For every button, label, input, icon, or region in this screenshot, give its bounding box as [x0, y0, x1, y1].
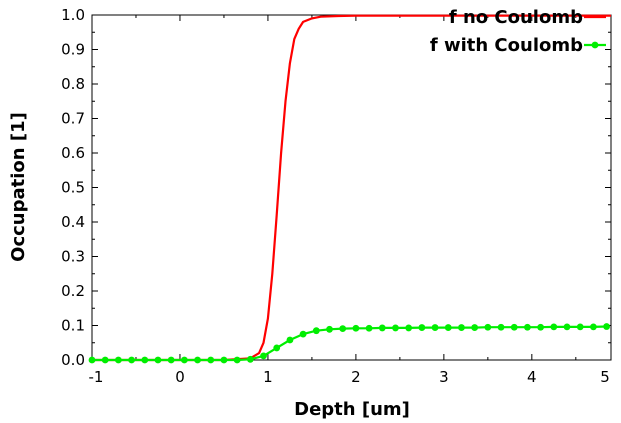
- data-point-with-coulomb: [88, 356, 96, 364]
- x-tick-label: 1: [263, 368, 273, 386]
- data-point-with-coulomb: [590, 323, 597, 331]
- data-point-with-coulomb: [524, 323, 531, 331]
- data-point-with-coulomb: [339, 325, 347, 333]
- data-point-with-coulomb: [141, 356, 149, 364]
- data-point-with-coulomb: [510, 323, 518, 331]
- legend-swatch-marker: [591, 41, 599, 49]
- y-tick-label: 0.5: [61, 179, 85, 197]
- data-point-with-coulomb: [154, 356, 162, 364]
- data-point-with-coulomb: [167, 356, 175, 364]
- y-tick-label: 0.3: [61, 248, 85, 266]
- data-point-with-coulomb: [352, 324, 360, 332]
- data-point-with-coulomb: [180, 356, 188, 364]
- y-tick-label: 0.9: [61, 41, 85, 59]
- data-point-with-coulomb: [444, 324, 452, 331]
- data-point-with-coulomb: [550, 323, 558, 331]
- x-tick-label: 2: [351, 368, 361, 386]
- data-point-with-coulomb: [405, 324, 413, 332]
- axis-ticks: [91, 14, 611, 361]
- x-axis-label: Depth [um]: [294, 399, 410, 420]
- data-point-with-coulomb: [194, 356, 201, 364]
- data-point-with-coulomb: [114, 356, 122, 364]
- data-point-with-coulomb: [286, 336, 294, 344]
- data-point-with-coulomb: [603, 323, 611, 330]
- data-point-with-coulomb: [312, 327, 320, 335]
- y-tick-label: 0.7: [61, 110, 85, 128]
- data-point-with-coulomb: [497, 323, 505, 331]
- x-tick-label: 3: [439, 368, 449, 386]
- data-point-with-coulomb: [484, 323, 492, 331]
- y-axis-label: Occupation [1]: [8, 112, 29, 262]
- y-tick-label: 0.0: [61, 351, 85, 369]
- data-point-with-coulomb: [273, 344, 281, 352]
- data-point-with-coulomb: [378, 324, 386, 332]
- x-tick-label: 0: [175, 368, 185, 386]
- data-point-with-coulomb: [101, 356, 109, 364]
- tick-labels: -1 0 1 2 3 4 5 0.0 0.1 0.2 0.3 0.4 0.5 0.6 0.7 0.8 0.9 1.…: [61, 6, 610, 386]
- series-layer: [88, 14, 611, 364]
- y-tick-label: 0.1: [61, 317, 85, 335]
- x-tick-label: -1: [89, 368, 104, 386]
- data-point-with-coulomb: [207, 356, 215, 364]
- data-point-with-coulomb: [299, 330, 307, 338]
- data-point-with-coulomb: [471, 324, 479, 331]
- legend: f no Coulomb f with Coulomb: [430, 7, 606, 56]
- legend-label: f with Coulomb: [430, 35, 583, 56]
- x-tick-label: 4: [527, 368, 537, 386]
- data-point-with-coulomb: [392, 324, 399, 332]
- data-point-with-coulomb: [220, 356, 228, 364]
- data-point-with-coulomb: [365, 324, 373, 332]
- data-point-with-coulomb: [458, 324, 465, 331]
- y-tick-label: 1.0: [61, 6, 85, 24]
- series-line-no-coulomb: [92, 14, 611, 362]
- data-point-with-coulomb: [563, 323, 571, 331]
- y-tick-label: 0.2: [61, 282, 85, 300]
- data-point-with-coulomb: [418, 324, 426, 331]
- y-tick-label: 0.8: [61, 75, 85, 93]
- data-point-with-coulomb: [326, 325, 333, 333]
- y-tick-label: 0.4: [61, 213, 85, 231]
- legend-label: f no Coulomb: [449, 7, 583, 28]
- y-tick-label: 0.6: [61, 144, 85, 162]
- data-point-with-coulomb: [537, 323, 545, 331]
- data-point-with-coulomb: [246, 355, 254, 363]
- x-tick-label: 5: [600, 368, 610, 386]
- data-point-with-coulomb: [576, 323, 584, 331]
- data-point-with-coulomb: [260, 352, 267, 360]
- series-line-with-coulomb: [92, 325, 607, 362]
- data-point-with-coulomb: [233, 356, 241, 364]
- data-point-with-coulomb: [431, 324, 439, 331]
- data-point-with-coulomb: [128, 356, 135, 364]
